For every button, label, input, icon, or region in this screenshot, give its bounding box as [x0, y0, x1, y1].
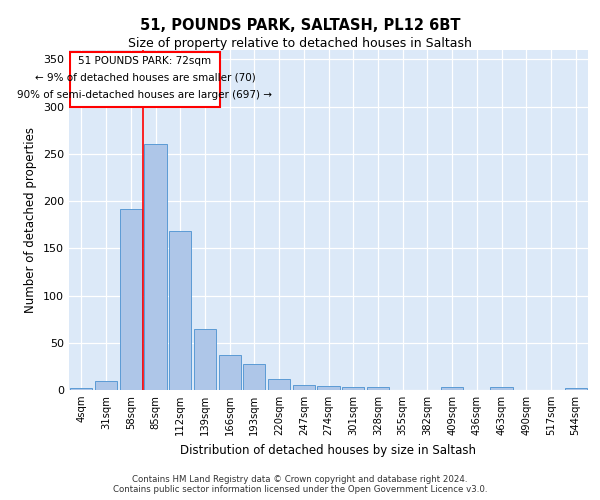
Bar	[565, 388, 587, 390]
Text: Contains public sector information licensed under the Open Government Licence v3: Contains public sector information licen…	[113, 485, 487, 494]
Bar	[145, 144, 167, 390]
Bar	[367, 387, 389, 390]
Bar	[490, 387, 512, 390]
Bar	[441, 387, 463, 390]
Bar	[169, 232, 191, 390]
Text: ← 9% of detached houses are smaller (70): ← 9% of detached houses are smaller (70)	[35, 73, 256, 83]
X-axis label: Distribution of detached houses by size in Saltash: Distribution of detached houses by size …	[181, 444, 476, 456]
Bar	[95, 380, 117, 390]
Text: Size of property relative to detached houses in Saltash: Size of property relative to detached ho…	[128, 38, 472, 51]
Bar	[342, 387, 364, 390]
Bar	[317, 386, 340, 390]
Text: 51, POUNDS PARK, SALTASH, PL12 6BT: 51, POUNDS PARK, SALTASH, PL12 6BT	[140, 18, 460, 32]
Bar	[243, 364, 265, 390]
Text: Contains HM Land Registry data © Crown copyright and database right 2024.: Contains HM Land Registry data © Crown c…	[132, 475, 468, 484]
Bar	[194, 328, 216, 390]
Bar	[119, 208, 142, 390]
Bar	[218, 355, 241, 390]
Bar	[293, 386, 315, 390]
Bar	[70, 388, 92, 390]
Y-axis label: Number of detached properties: Number of detached properties	[25, 127, 37, 313]
Bar	[268, 378, 290, 390]
Text: 51 POUNDS PARK: 72sqm: 51 POUNDS PARK: 72sqm	[79, 56, 212, 66]
FancyBboxPatch shape	[70, 52, 220, 106]
Text: 90% of semi-detached houses are larger (697) →: 90% of semi-detached houses are larger (…	[17, 90, 272, 100]
